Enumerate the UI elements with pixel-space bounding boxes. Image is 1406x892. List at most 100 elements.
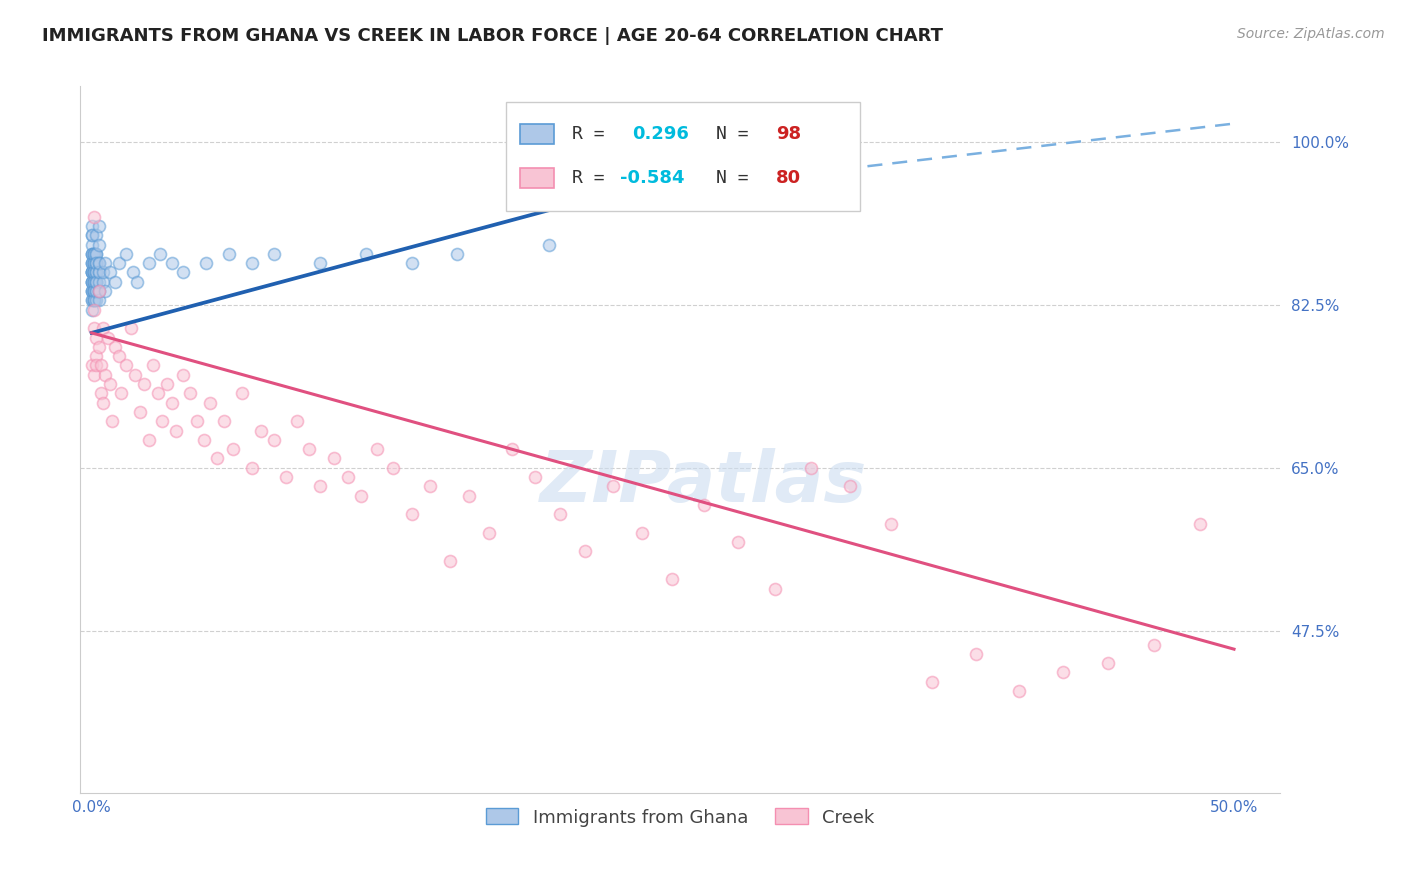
Point: [84, 275, 107, 289]
Point: [152, 414, 174, 428]
Point: [212, 414, 235, 428]
Point: [87, 284, 110, 298]
Point: [285, 414, 308, 428]
Text: N =: N =: [716, 125, 759, 143]
Point: [322, 451, 344, 466]
Point: [80, 284, 103, 298]
Point: [110, 386, 132, 401]
Point: [222, 442, 245, 457]
Point: [87, 293, 110, 308]
Point: [91, 395, 114, 409]
Point: [84, 228, 107, 243]
Point: [83, 275, 105, 289]
Point: [94, 256, 117, 270]
Point: [336, 470, 359, 484]
Point: [84, 275, 107, 289]
Point: [83, 247, 105, 261]
Point: [80, 247, 103, 261]
Point: [249, 424, 271, 438]
Point: [84, 359, 107, 373]
Point: [274, 470, 297, 484]
Point: [103, 275, 125, 289]
Point: [263, 247, 285, 261]
Point: [763, 582, 786, 596]
Point: [631, 525, 654, 540]
Point: [115, 247, 138, 261]
Point: [83, 265, 105, 279]
Point: [419, 479, 441, 493]
Point: [84, 293, 107, 308]
Point: [98, 265, 121, 279]
Point: [87, 275, 110, 289]
Point: [83, 256, 105, 270]
Point: [103, 340, 125, 354]
Point: [523, 470, 546, 484]
Point: [80, 275, 103, 289]
Point: [309, 256, 332, 270]
Point: [401, 256, 423, 270]
Point: [80, 219, 103, 233]
Point: [172, 265, 194, 279]
Point: [94, 284, 117, 298]
Point: [83, 247, 105, 261]
Point: [83, 284, 105, 298]
Point: [83, 265, 105, 279]
Point: [84, 256, 107, 270]
Point: [80, 293, 103, 308]
Point: [146, 386, 169, 401]
Point: [83, 265, 105, 279]
Point: [1188, 516, 1211, 531]
Point: [80, 256, 103, 270]
Point: [84, 265, 107, 279]
Text: R =: R =: [572, 169, 616, 187]
Point: [839, 479, 862, 493]
Text: 80: 80: [776, 169, 801, 187]
Point: [80, 293, 103, 308]
Point: [537, 237, 560, 252]
Point: [602, 479, 624, 493]
Point: [354, 247, 377, 261]
Point: [83, 256, 105, 270]
Point: [80, 275, 103, 289]
Point: [727, 535, 749, 549]
Point: [240, 256, 263, 270]
Point: [83, 210, 105, 224]
Point: [83, 321, 105, 335]
Point: [193, 433, 215, 447]
Point: [350, 489, 373, 503]
Point: [87, 237, 110, 252]
Point: [101, 414, 124, 428]
Point: [87, 284, 110, 298]
Point: [87, 265, 110, 279]
Point: [94, 368, 117, 382]
Point: [439, 554, 461, 568]
Point: [80, 265, 103, 279]
Point: [149, 247, 172, 261]
Point: [83, 293, 105, 308]
Point: [80, 265, 103, 279]
Point: [179, 386, 201, 401]
Point: [80, 256, 103, 270]
Point: [1143, 638, 1166, 652]
Point: [200, 395, 222, 409]
Point: [921, 674, 943, 689]
Point: [965, 647, 987, 661]
Point: [83, 265, 105, 279]
Point: [84, 256, 107, 270]
Point: [83, 302, 105, 317]
Point: [90, 359, 112, 373]
Point: [80, 284, 103, 298]
Point: [83, 265, 105, 279]
Point: [124, 368, 146, 382]
Point: [84, 284, 107, 298]
Point: [84, 330, 107, 344]
Point: [298, 442, 321, 457]
Point: [84, 247, 107, 261]
Point: [120, 321, 142, 335]
Point: [80, 247, 103, 261]
Point: [91, 321, 114, 335]
Point: [1097, 656, 1119, 670]
Text: R =: R =: [572, 125, 616, 143]
Point: [87, 284, 110, 298]
Point: [87, 256, 110, 270]
